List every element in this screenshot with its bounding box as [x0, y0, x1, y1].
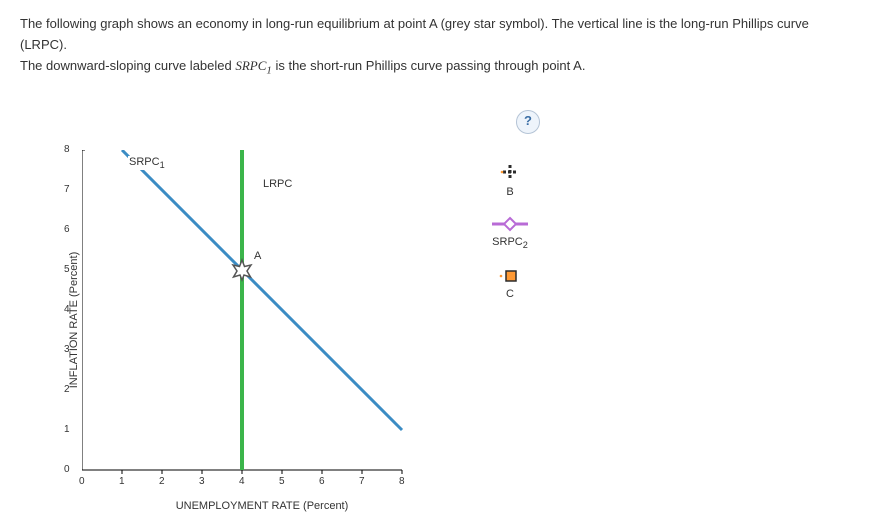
help-button[interactable]: ? [516, 110, 540, 134]
legend-srpc2-label: SRPC2 [470, 236, 550, 250]
xtick-3: 3 [199, 476, 205, 487]
ytick-2: 2 [64, 384, 70, 395]
chart-area: ? INFLATION RATE (Percent) 0 1 2 3 4 5 6… [20, 110, 540, 510]
plus-icon [495, 162, 525, 182]
xtick-5: 5 [279, 476, 285, 487]
srpc1-line[interactable] [122, 150, 402, 430]
legend-item-srpc2[interactable]: SRPC2 [470, 216, 550, 250]
legend-item-b[interactable]: B [470, 162, 550, 198]
square-icon [495, 268, 525, 284]
intro-text: The following graph shows an economy in … [20, 14, 858, 80]
xtick-7: 7 [359, 476, 365, 487]
intro-line1: The following graph shows an economy in … [20, 16, 809, 52]
xtick-4: 4 [239, 476, 245, 487]
page-root: The following graph shows an economy in … [0, 0, 878, 513]
ytick-1: 1 [64, 424, 70, 435]
legend-b-label: B [470, 186, 550, 198]
legend-item-c[interactable]: C [470, 268, 550, 300]
ytick-0: 0 [64, 464, 68, 475]
legend-c-label: C [470, 288, 550, 300]
lrpc-label: LRPC [262, 178, 293, 190]
ytick-7: 7 [64, 184, 70, 195]
x-axis-label: UNEMPLOYMENT RATE (Percent) [176, 500, 349, 512]
ytick-5: 5 [64, 264, 70, 275]
intro-math: SRPC1 [235, 58, 271, 73]
ytick-6: 6 [64, 224, 70, 235]
plot[interactable]: INFLATION RATE (Percent) 0 1 2 3 4 5 6 7… [82, 150, 442, 490]
xtick-8: 8 [399, 476, 405, 487]
ytick-4: 4 [64, 304, 70, 315]
xtick-1: 1 [119, 476, 125, 487]
ytick-8: 8 [64, 144, 70, 155]
intro-line2-post: is the short-run Phillips curve passing … [272, 58, 586, 73]
xtick-2: 2 [159, 476, 165, 487]
plot-svg [82, 150, 442, 490]
legend: B SRPC2 C [470, 162, 550, 318]
point-a-label: A [254, 250, 261, 262]
xtick-6: 6 [319, 476, 325, 487]
diamond-line-icon [490, 216, 530, 232]
xtick-0: 0 [79, 476, 85, 487]
intro-line2-pre: The downward-sloping curve labeled [20, 58, 235, 73]
ytick-3: 3 [64, 344, 70, 355]
srpc1-label: SRPC1 [128, 156, 166, 170]
